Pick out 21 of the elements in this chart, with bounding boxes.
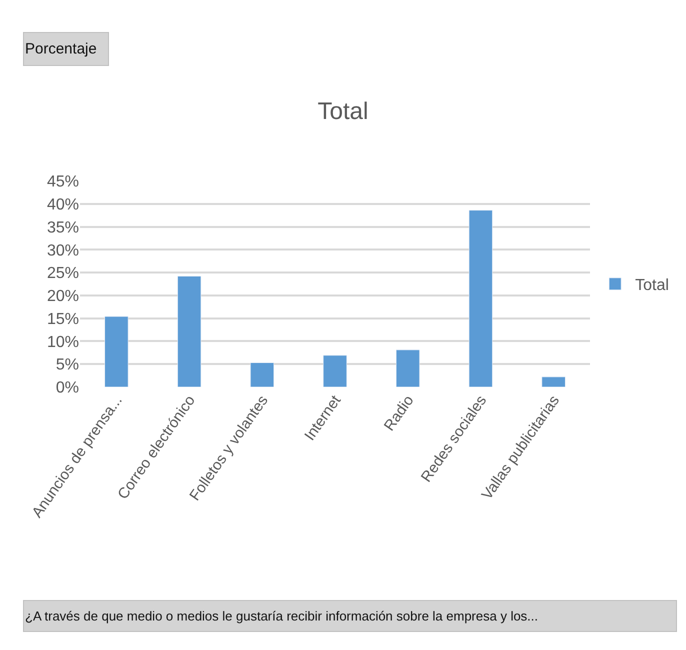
y-tick-label: 20% bbox=[46, 288, 79, 306]
y-tick-label: 15% bbox=[46, 310, 79, 328]
bar bbox=[542, 376, 566, 387]
y-tick-label: 10% bbox=[46, 334, 79, 351]
bar bbox=[323, 355, 347, 387]
y-tick-label: 45% bbox=[46, 174, 79, 191]
chart-title: Total bbox=[318, 98, 368, 125]
legend-label: Total bbox=[635, 277, 669, 294]
bar bbox=[250, 362, 274, 387]
y-tick-label: 40% bbox=[46, 196, 79, 214]
y-tick-label: 25% bbox=[46, 265, 79, 282]
bar bbox=[468, 210, 493, 387]
y-tick-label: 30% bbox=[46, 242, 79, 260]
y-tick-label: 35% bbox=[46, 219, 79, 236]
bar bbox=[177, 276, 202, 387]
bar bbox=[104, 316, 128, 387]
bar bbox=[396, 350, 420, 387]
text: ¿A través de que medio o medios le gustaría recibir información sobre la empresa y los... bbox=[25, 608, 538, 624]
text: Porcentaje bbox=[25, 40, 97, 58]
y-tick-label: 0% bbox=[56, 380, 79, 397]
y-tick-label: 5% bbox=[56, 356, 79, 374]
